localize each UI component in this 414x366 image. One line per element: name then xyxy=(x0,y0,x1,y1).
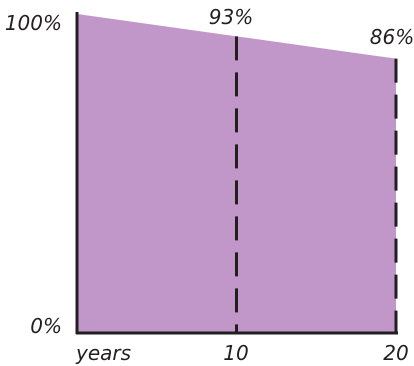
y-tick-label-min: 0% xyxy=(30,314,62,338)
x-axis-label: years xyxy=(75,341,131,365)
data-label-year-10: 93% xyxy=(209,5,253,29)
x-tick-label-10: 10 xyxy=(223,341,248,365)
area-fill xyxy=(77,14,396,333)
data-label-year-20: 86% xyxy=(370,25,414,49)
y-tick-label-max: 100% xyxy=(5,11,62,35)
x-tick-label-20: 20 xyxy=(383,341,408,365)
